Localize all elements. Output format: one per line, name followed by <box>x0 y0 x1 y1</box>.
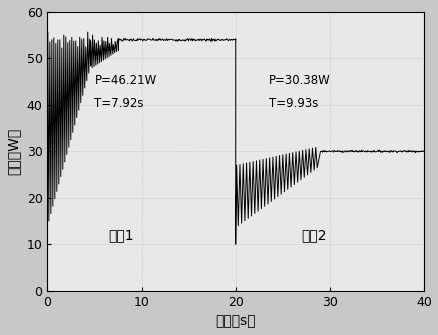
X-axis label: 时间（s）: 时间（s） <box>215 314 255 328</box>
Text: 模式1: 模式1 <box>108 228 134 243</box>
Text: 模式2: 模式2 <box>301 228 326 243</box>
Text: T=9.93s: T=9.93s <box>268 97 318 110</box>
Text: P=30.38W: P=30.38W <box>268 74 330 87</box>
Text: T=7.92s: T=7.92s <box>94 97 144 110</box>
Y-axis label: 功率（W）: 功率（W） <box>7 128 21 175</box>
Text: P=46.21W: P=46.21W <box>94 74 156 87</box>
